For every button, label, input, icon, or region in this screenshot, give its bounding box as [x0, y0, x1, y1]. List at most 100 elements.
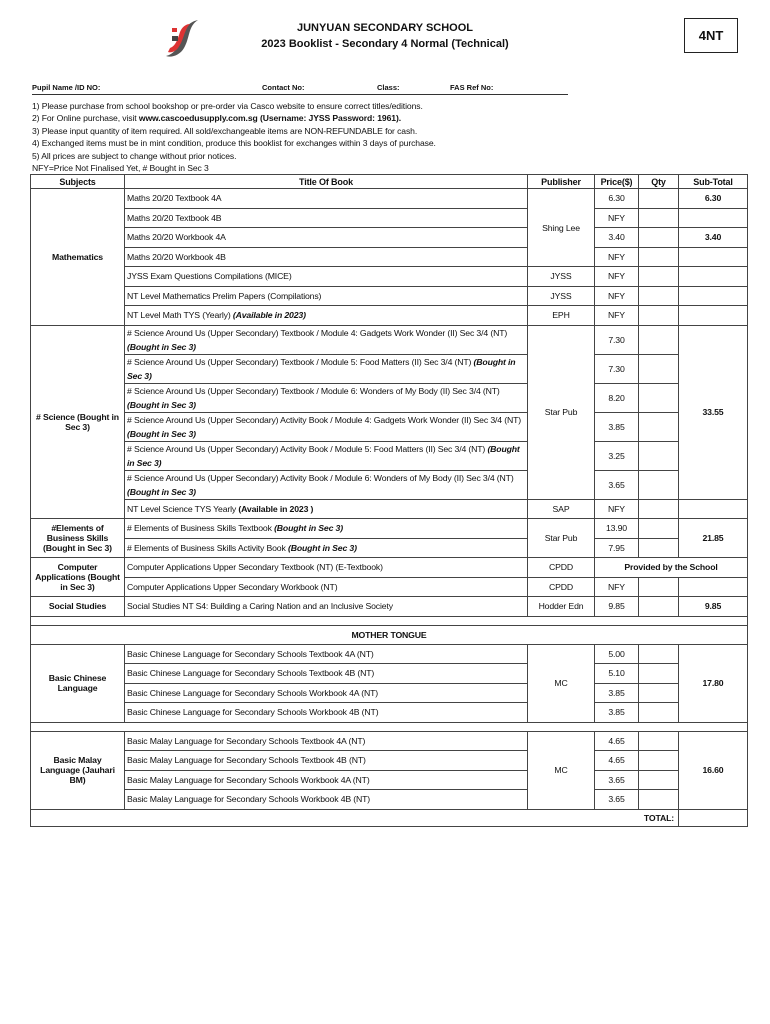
book-title-note: (Bought in Sec 3)	[127, 428, 196, 439]
book-title-text: Basic Chinese Language for Secondary Sch…	[127, 687, 378, 698]
book-row: # Science Around Us (Upper Secondary) Te…	[31, 382, 748, 413]
qty-input[interactable]	[638, 498, 679, 519]
qty-input[interactable]	[638, 353, 679, 384]
pupil-name-label: Pupil Name /ID NO:	[32, 83, 101, 92]
qty-input[interactable]	[638, 643, 679, 664]
book-title-text: Basic Malay Language for Secondary Schoo…	[127, 774, 370, 785]
publisher-cell: Hodder Edn	[527, 596, 595, 617]
qty-input[interactable]	[638, 518, 679, 539]
total-row: TOTAL:	[30, 808, 748, 827]
book-title-text: Basic Malay Language for Secondary Schoo…	[127, 755, 366, 766]
col-qty: Qty	[638, 174, 679, 189]
book-title: # Science Around Us (Upper Secondary) Ac…	[124, 411, 528, 442]
qty-input[interactable]	[638, 227, 679, 248]
qty-input[interactable]	[638, 411, 679, 442]
publisher-cell: JYSS	[527, 266, 595, 287]
book-row: Maths 20/20 Textbook 4B NFY	[31, 207, 748, 228]
price-cell: 3.65	[594, 789, 639, 810]
book-title: Social Studies NT S4: Building a Caring …	[124, 596, 528, 617]
qty-input[interactable]	[638, 769, 679, 790]
book-title-text: JYSS Exam Questions Compilations (MICE)	[127, 271, 292, 282]
qty-input[interactable]	[638, 596, 679, 617]
qty-input[interactable]	[638, 663, 679, 684]
book-title: Maths 20/20 Textbook 4B	[124, 207, 528, 228]
book-title-text: Maths 20/20 Workbook 4B	[127, 251, 226, 262]
book-title: Basic Chinese Language for Secondary Sch…	[124, 702, 528, 723]
qty-input[interactable]	[638, 305, 679, 326]
price-cell: NFY	[594, 246, 639, 267]
book-row: Basic Malay Language (Jauhari BM) Basic M…	[30, 730, 748, 810]
book-title-text: # Science Around Us (Upper Secondary) Ac…	[127, 414, 521, 425]
qty-input[interactable]	[638, 789, 679, 810]
subtotal-cell	[678, 498, 748, 519]
total-value[interactable]	[678, 808, 748, 827]
price-cell: NFY	[594, 305, 639, 326]
qty-input[interactable]	[638, 702, 679, 723]
book-row: JYSS Exam Questions Compilations (MICE) J…	[31, 266, 748, 287]
qty-input[interactable]	[638, 537, 679, 558]
book-row: Computer Applications Upper Secondary Wo…	[31, 576, 748, 597]
qty-input[interactable]	[638, 285, 679, 306]
book-title-text: # Science Around Us (Upper Secondary) Te…	[127, 385, 500, 396]
price-cell: NFY	[594, 207, 639, 228]
price-cell: 5.00	[594, 643, 639, 664]
qty-input[interactable]	[638, 324, 679, 355]
col-price: Price($)	[594, 174, 639, 189]
price-cell: 3.85	[594, 702, 639, 723]
qty-input[interactable]	[638, 730, 679, 751]
book-title-text: Computer Applications Upper Secondary Te…	[127, 562, 383, 573]
book-title: Basic Malay Language for Secondary Schoo…	[124, 769, 528, 790]
qty-input[interactable]	[638, 750, 679, 771]
book-title: # Science Around Us (Upper Secondary) Ac…	[124, 440, 528, 471]
book-title: Basic Malay Language for Secondary Schoo…	[124, 789, 528, 810]
qty-input[interactable]	[638, 682, 679, 703]
price-cell: NFY	[594, 498, 639, 519]
price-cell: 3.65	[594, 769, 639, 790]
col-publisher: Publisher	[527, 174, 595, 189]
price-cell: 9.85	[594, 596, 639, 617]
book-title: Basic Malay Language for Secondary Schoo…	[124, 730, 528, 751]
book-row: Basic Malay Language for Secondary Schoo…	[31, 750, 748, 771]
subtotal-cell: 33.55	[678, 324, 748, 500]
book-row: # Science (Bought in Sec 3) # Science Aro…	[30, 324, 748, 519]
total-label: TOTAL:	[30, 808, 679, 827]
price-cell: 3.25	[594, 440, 639, 471]
book-title-note: (Bought in Sec 3)	[127, 356, 516, 381]
price-cell: 3.85	[594, 682, 639, 703]
qty-input[interactable]	[638, 469, 679, 500]
book-title-text: # Elements of Business Skills Textbook	[127, 523, 275, 534]
spacer-row	[30, 615, 748, 626]
contact-label: Contact No:	[262, 83, 305, 92]
book-row: Social Studies Social Studies NT S4: Buil…	[30, 596, 748, 617]
book-title-note: (Bought in Sec 3)	[274, 523, 343, 534]
subtotal-cell	[678, 285, 748, 306]
book-row: Basic Malay Language for Secondary Schoo…	[31, 789, 748, 810]
book-row: Basic Chinese Language for Secondary Sch…	[31, 663, 748, 684]
section-heading-row: MOTHER TONGUE	[30, 624, 748, 645]
book-title-note: (Available in 2023)	[232, 310, 306, 321]
col-subjects: Subjects	[30, 174, 125, 189]
publisher-cell: CPDD	[527, 557, 595, 578]
qty-input[interactable]	[638, 246, 679, 267]
book-title: # Science Around Us (Upper Secondary) Ac…	[124, 469, 528, 500]
qty-input[interactable]	[638, 440, 679, 471]
casco-link[interactable]: www.cascoedusupply.com.sg (Username: JYS…	[138, 113, 401, 124]
qty-input[interactable]	[638, 188, 679, 209]
book-title-text: Maths 20/20 Textbook 4A	[127, 193, 222, 204]
subject-cell: Basic Malay Language (Jauhari BM)	[30, 730, 125, 810]
qty-input[interactable]	[638, 207, 679, 228]
book-row: Basic Malay Language for Secondary Schoo…	[31, 769, 748, 790]
book-title-note: (Bought in Sec 3)	[127, 443, 520, 468]
qty-input[interactable]	[638, 266, 679, 287]
price-cell: NFY	[594, 285, 639, 306]
book-title-text: NT Level Science TYS Yearly	[127, 503, 239, 514]
book-title: NT Level Science TYS Yearly (Available i…	[124, 498, 528, 519]
qty-input[interactable]	[638, 382, 679, 413]
qty-input[interactable]	[638, 576, 679, 597]
subtotal-cell: 6.30	[678, 188, 748, 209]
note-1: 1) Please purchase from school bookshop …	[32, 101, 423, 111]
book-row: # Science Around Us (Upper Secondary) Te…	[31, 353, 748, 384]
book-title-text: Basic Malay Language for Secondary Schoo…	[127, 794, 371, 805]
price-cell: 4.65	[594, 730, 639, 751]
